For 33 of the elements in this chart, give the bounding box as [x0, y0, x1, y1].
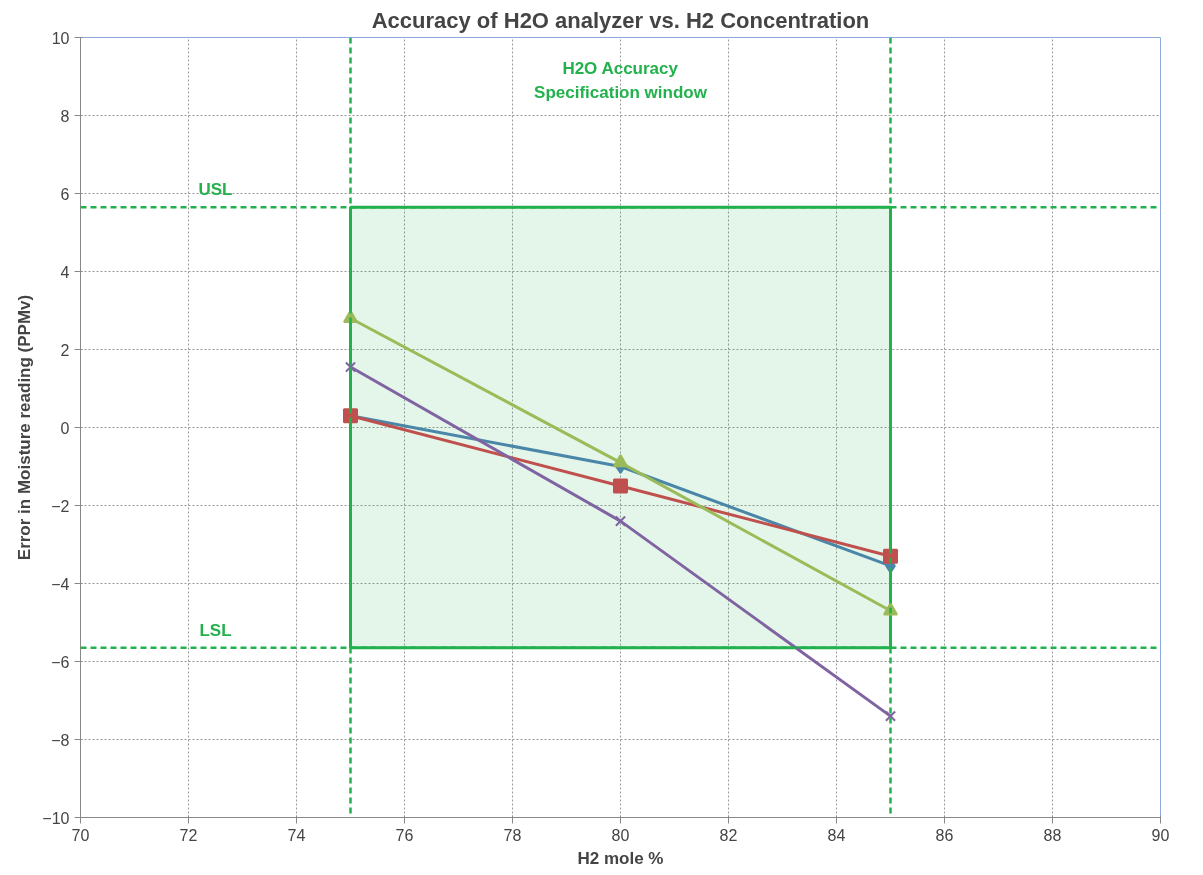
x-axis-title: H2 mole % — [577, 848, 664, 868]
y-tick-label: 0 — [60, 419, 70, 437]
x-tick-label: 70 — [71, 826, 90, 844]
point — [614, 515, 627, 527]
x-tick-label: 78 — [503, 826, 522, 844]
y-tick-label: −6 — [51, 653, 70, 671]
y-tick-label: −10 — [42, 809, 70, 827]
x-tick-label: 82 — [719, 826, 738, 844]
y-tick-label: 10 — [51, 29, 70, 47]
x-tick-label: 80 — [611, 826, 630, 844]
x-tick-label: 76 — [395, 826, 414, 844]
point — [613, 454, 628, 468]
ref-line-label: LSL — [199, 620, 232, 640]
x-tick-label: 84 — [827, 826, 846, 844]
y-tick-label: 4 — [60, 263, 70, 281]
y-tick-label: −2 — [51, 497, 70, 515]
x-tick-label: 72 — [179, 826, 198, 844]
point — [884, 710, 897, 722]
y-tick-label: 8 — [60, 107, 70, 125]
y-tick-label: 6 — [60, 185, 70, 203]
point — [344, 361, 357, 373]
x-tick-label: 88 — [1043, 826, 1062, 844]
point — [613, 478, 628, 494]
ref-line-label: USL — [198, 180, 233, 200]
band-label: H2O Accuracy Specification window — [534, 58, 708, 102]
chart-title: Accuracy of H2O analyzer vs. H2 Concentration — [371, 7, 870, 33]
y-tick-label: −4 — [51, 575, 70, 593]
y-tick-label: 2 — [60, 341, 70, 359]
x-tick-label: 74 — [287, 826, 306, 844]
y-axis-title: Error in Moisture reading (PPMv) — [15, 294, 35, 561]
x-tick-label: 86 — [935, 826, 954, 844]
x-tick-label: 90 — [1151, 826, 1170, 844]
y-tick-label: −8 — [51, 731, 70, 749]
